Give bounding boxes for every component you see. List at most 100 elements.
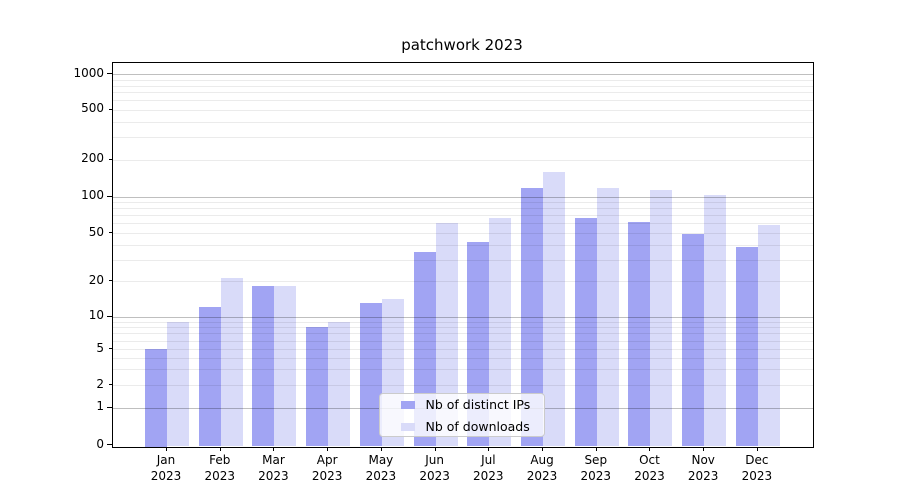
bar-distinct-ips-jan (145, 349, 167, 447)
gridline-minor-20 (113, 281, 813, 282)
y-tick-label-1000: 1000 (73, 65, 104, 80)
gridline-minor-400 (113, 121, 813, 123)
gridline-minor-8 (113, 327, 813, 329)
legend-swatch-distinct-ips (400, 401, 415, 409)
x-tick-label-oct: Oct 2023 (634, 452, 665, 484)
legend-row-distinct-ips: Nb of distinct IPs (380, 394, 545, 416)
gridline-minor-500 (113, 109, 813, 111)
legend-label-distinct-ips: Nb of distinct IPs (425, 397, 531, 412)
bar-distinct-ips-aug (521, 187, 544, 447)
x-tick-mark-jun (434, 446, 436, 451)
gridline-minor-70 (113, 215, 813, 217)
y-tick-mark-100 (106, 195, 112, 197)
gridline-minor-40 (113, 244, 813, 246)
gridline-minor-7 (113, 333, 813, 335)
bar-downloads-dec (757, 225, 780, 447)
gridline-minor-30 (113, 259, 813, 261)
y-tick-mark-1000 (106, 73, 112, 75)
gridline-minor-300 (113, 137, 813, 139)
y-tick-label-200: 200 (81, 151, 104, 166)
y-tick-mark-5 (108, 348, 112, 349)
x-tick-mark-aug (542, 446, 544, 451)
x-tick-mark-feb (219, 446, 221, 451)
y-tick-label-500: 500 (81, 101, 104, 115)
gridline-minor-4 (113, 357, 813, 359)
bar-downloads-jan (167, 321, 189, 447)
legend-row-downloads: Nb of downloads (380, 416, 545, 438)
x-tick-label-nov: Nov 2023 (687, 452, 719, 484)
bar-downloads-apr (328, 321, 351, 447)
x-tick-label-apr: Apr 2023 (311, 452, 343, 484)
legend-swatch-downloads (400, 423, 415, 431)
gridline-minor-200 (113, 159, 813, 161)
bar-downloads-nov (704, 194, 727, 447)
y-tick-label-50: 50 (88, 224, 104, 239)
x-tick-label-feb: Feb 2023 (204, 452, 235, 484)
bar-distinct-ips-sep (574, 218, 597, 447)
x-tick-mark-mar (273, 446, 275, 451)
y-tick-label-5: 5 (96, 340, 104, 355)
gridline-minor-90 (113, 202, 813, 204)
bar-downloads-mar (274, 286, 297, 447)
bar-downloads-oct (650, 190, 673, 447)
bar-distinct-ips-feb (198, 307, 221, 447)
y-tick-mark-200 (108, 158, 112, 160)
y-tick-label-10: 10 (88, 308, 104, 323)
gridline-minor-50 (113, 233, 813, 234)
x-tick-mark-jan (166, 446, 167, 451)
y-tick-label-100: 100 (81, 188, 104, 203)
y-tick-label-0: 0 (96, 436, 104, 451)
y-tick-mark-1 (106, 406, 112, 408)
gridline-minor-6 (113, 340, 813, 342)
gridline-minor-80 (113, 208, 813, 210)
x-tick-mark-sep (595, 446, 597, 451)
y-tick-mark-500 (108, 108, 112, 110)
bar-downloads-feb (220, 278, 243, 447)
y-tick-mark-10 (106, 315, 112, 317)
gridline-minor-700 (113, 92, 813, 94)
legend-label-downloads: Nb of downloads (425, 419, 530, 434)
x-tick-label-jan: Jan 2023 (150, 452, 182, 484)
legend: Nb of distinct IPs Nb of downloads (378, 393, 545, 438)
x-tick-label-may: May 2023 (365, 452, 397, 484)
y-tick-mark-20 (108, 280, 112, 281)
bar-distinct-ips-may (359, 303, 382, 447)
x-tick-label-mar: Mar 2023 (258, 452, 289, 484)
gridline-major-10 (113, 316, 813, 318)
x-tick-mark-may (380, 446, 382, 451)
bar-downloads-jun (435, 222, 458, 447)
x-tick-label-sep: Sep 2023 (580, 452, 612, 484)
bar-downloads-sep (596, 187, 619, 447)
gridline-minor-5 (113, 349, 813, 350)
x-tick-label-jul: Jul 2023 (473, 452, 504, 484)
x-tick-mark-oct (649, 446, 651, 451)
plot-area (112, 62, 814, 448)
bar-distinct-ips-mar (252, 286, 275, 447)
gridline-major-100 (113, 196, 813, 198)
x-tick-label-aug: Aug 2023 (526, 452, 558, 484)
y-tick-label-1: 1 (96, 399, 104, 414)
x-tick-label-jun: Jun 2023 (419, 452, 450, 484)
gridline-minor-60 (113, 223, 813, 225)
bar-distinct-ips-nov (682, 234, 705, 447)
gridline-minor-2 (113, 385, 813, 386)
chart-title: patchwork 2023 (401, 36, 523, 54)
x-tick-mark-nov (703, 446, 705, 451)
bar-downloads-aug (543, 171, 566, 447)
x-tick-label-dec: Dec 2023 (741, 452, 773, 484)
y-tick-label-20: 20 (88, 272, 104, 287)
y-tick-mark-2 (108, 384, 112, 385)
gridline-minor-3 (113, 369, 813, 371)
x-tick-mark-apr (327, 446, 329, 451)
gridline-minor-9 (113, 321, 813, 323)
bar-downloads-jul (489, 217, 512, 447)
x-tick-mark-dec (756, 446, 758, 451)
bar-distinct-ips-dec (735, 247, 758, 447)
x-tick-mark-jul (488, 446, 490, 451)
gridline-major-1000 (113, 74, 813, 76)
bar-distinct-ips-oct (628, 221, 651, 447)
bar-distinct-ips-apr (306, 327, 329, 447)
y-tick-mark-50 (108, 232, 112, 233)
gridline-minor-900 (113, 79, 813, 81)
